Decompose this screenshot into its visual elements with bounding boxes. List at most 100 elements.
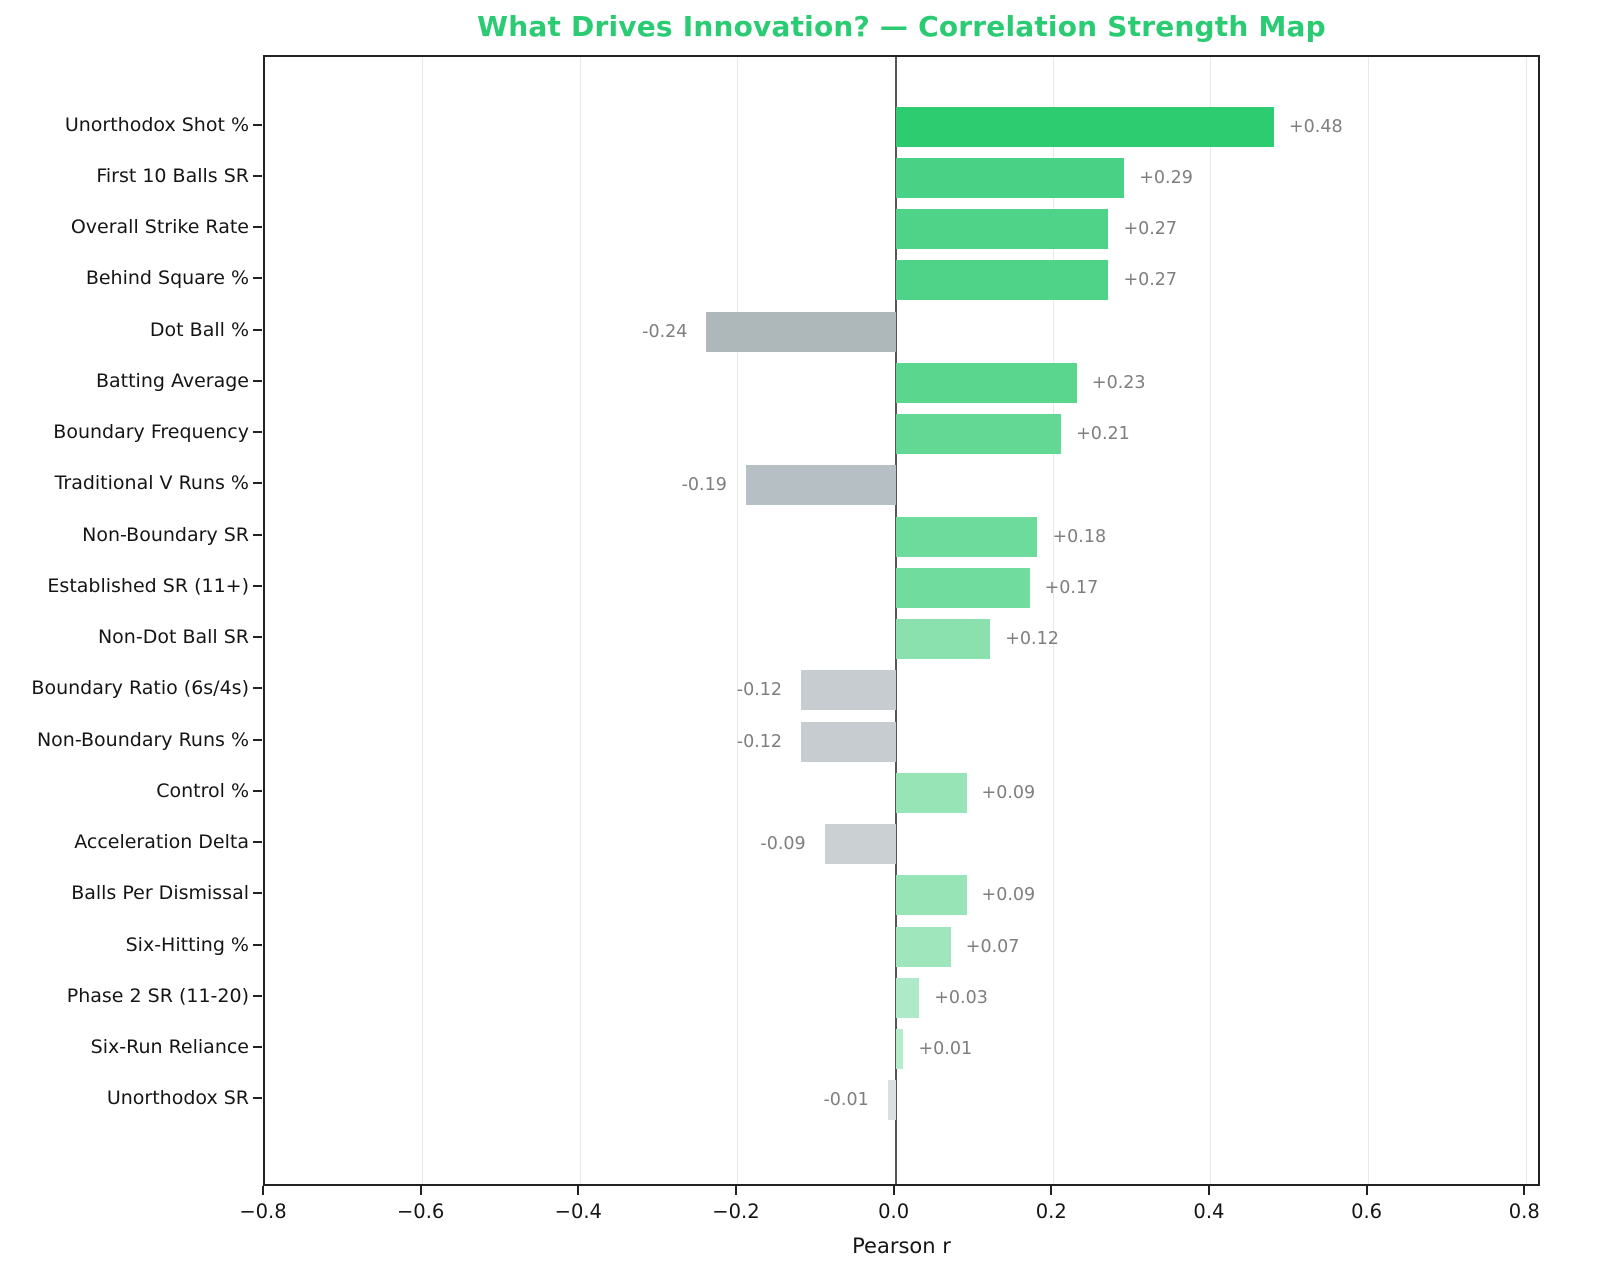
x-axis-tick-label: −0.8: [239, 1200, 287, 1223]
gridline: [1210, 57, 1212, 1184]
x-axis-tick-label: 0.0: [878, 1200, 910, 1223]
y-axis-tick: [253, 533, 262, 536]
gridline: [737, 57, 739, 1184]
y-axis-label: Overall Strike Rate: [70, 216, 249, 239]
x-axis-tick-label: 0.4: [1193, 1200, 1225, 1223]
y-axis-label: Non-Boundary Runs %: [36, 728, 249, 751]
bar: [895, 414, 1062, 455]
bar: [895, 209, 1109, 250]
y-axis-label: Established SR (11+): [47, 574, 249, 597]
bar-value-label: +0.09: [981, 885, 1036, 906]
y-axis-tick: [253, 1046, 262, 1049]
bar-value-label: +0.27: [1123, 219, 1178, 240]
y-axis-tick: [253, 174, 262, 177]
bar: [895, 772, 967, 813]
bar-value-label: +0.23: [1091, 372, 1146, 393]
bar-value-label: +0.03: [934, 987, 988, 1008]
y-axis-tick: [253, 636, 262, 639]
gridline: [1368, 57, 1370, 1184]
bar-value-label: +0.01: [918, 1039, 973, 1060]
bar-value-label: -0.09: [760, 834, 806, 855]
x-axis-tick: [577, 1186, 580, 1195]
gridline: [1525, 57, 1527, 1184]
bar-value-label: +0.09: [981, 782, 1036, 803]
y-axis-label: Six-Run Reliance: [90, 1036, 249, 1059]
y-axis-tick: [253, 1097, 262, 1100]
bar: [895, 619, 991, 660]
bar: [801, 721, 896, 762]
y-axis-tick: [253, 123, 262, 126]
bar-value-label: -0.01: [823, 1090, 869, 1111]
y-axis-tick: [253, 687, 262, 690]
y-axis-label: Non-Dot Ball SR: [97, 626, 249, 649]
bar-value-label: +0.48: [1288, 116, 1343, 137]
gridline: [579, 57, 581, 1184]
y-axis-tick: [253, 943, 262, 946]
y-axis-label: Batting Average: [95, 369, 249, 392]
y-axis-tick: [253, 994, 262, 997]
bar: [895, 516, 1038, 557]
x-axis-tick: [419, 1186, 422, 1195]
x-axis-tick: [734, 1186, 737, 1195]
x-axis-tick-label: 0.8: [1508, 1200, 1540, 1223]
y-axis-tick: [253, 892, 262, 895]
bar-value-label: +0.21: [1076, 424, 1130, 445]
x-axis-title: Pearson r: [852, 1234, 951, 1258]
y-axis-label: First 10 Balls SR: [96, 164, 249, 187]
y-axis-tick: [253, 738, 262, 741]
x-axis-tick: [892, 1186, 895, 1195]
x-axis-tick-label: 0.2: [1035, 1200, 1067, 1223]
bar-value-label: +0.07: [965, 936, 1020, 957]
x-axis-tick-label: 0.6: [1351, 1200, 1383, 1223]
bar: [887, 1080, 896, 1121]
bar-value-label: -0.12: [736, 731, 783, 752]
bar-value-label: +0.27: [1123, 270, 1178, 291]
y-axis-label: Boundary Frequency: [53, 421, 249, 444]
y-axis-tick: [253, 226, 262, 229]
bar: [895, 875, 967, 916]
plot-area: +0.48 +0.29 +0.27 +0.27 -0.24 +0.23 +0.21 -0.19…: [263, 55, 1540, 1186]
x-axis-tick-label: −0.6: [396, 1200, 445, 1223]
y-axis-label: Traditional V Runs %: [54, 472, 249, 495]
x-axis-tick: [262, 1186, 264, 1195]
y-axis-label: Control %: [156, 779, 249, 802]
bar-value-label: -0.24: [642, 321, 688, 342]
bar-value-label: +0.12: [1005, 629, 1059, 650]
y-axis-label: Acceleration Delta: [74, 831, 249, 854]
bar: [895, 977, 920, 1018]
y-axis-label: Dot Ball %: [149, 318, 249, 341]
y-axis-label: Unorthodox Shot %: [64, 113, 249, 136]
bar: [895, 260, 1109, 301]
y-axis-tick: [253, 482, 262, 485]
bar: [895, 926, 951, 967]
bar-value-label: +0.17: [1044, 577, 1099, 598]
y-axis-label: Phase 2 SR (11-20): [66, 984, 249, 1007]
bar: [801, 670, 896, 711]
y-axis-label: Behind Square %: [85, 267, 249, 290]
y-axis-tick: [253, 789, 262, 792]
y-axis-label: Unorthodox SR: [106, 1087, 249, 1110]
bar: [895, 1029, 904, 1070]
bar-value-label: -0.12: [736, 680, 783, 701]
bar-value-label: +0.18: [1052, 526, 1107, 547]
bar: [895, 362, 1077, 403]
gridline: [1052, 57, 1054, 1184]
x-axis-tick: [1207, 1186, 1210, 1195]
bar-value-label: +0.29: [1139, 167, 1193, 188]
x-axis-tick: [1050, 1186, 1053, 1195]
bar: [824, 824, 896, 865]
y-axis-tick: [253, 277, 262, 280]
y-axis-tick: [253, 584, 262, 587]
x-axis-tick-label: −0.4: [554, 1200, 602, 1223]
y-axis-tick: [253, 431, 262, 434]
bar: [895, 157, 1125, 198]
bar-value-label: -0.19: [681, 475, 727, 496]
bar: [895, 567, 1030, 608]
bar: [895, 106, 1274, 147]
y-axis-tick: [253, 328, 262, 331]
y-axis-label: Boundary Ratio (6s/4s): [31, 677, 249, 700]
x-axis-tick: [1523, 1186, 1526, 1195]
y-axis-tick: [253, 841, 262, 844]
y-axis-label: Balls Per Dismissal: [71, 882, 249, 905]
